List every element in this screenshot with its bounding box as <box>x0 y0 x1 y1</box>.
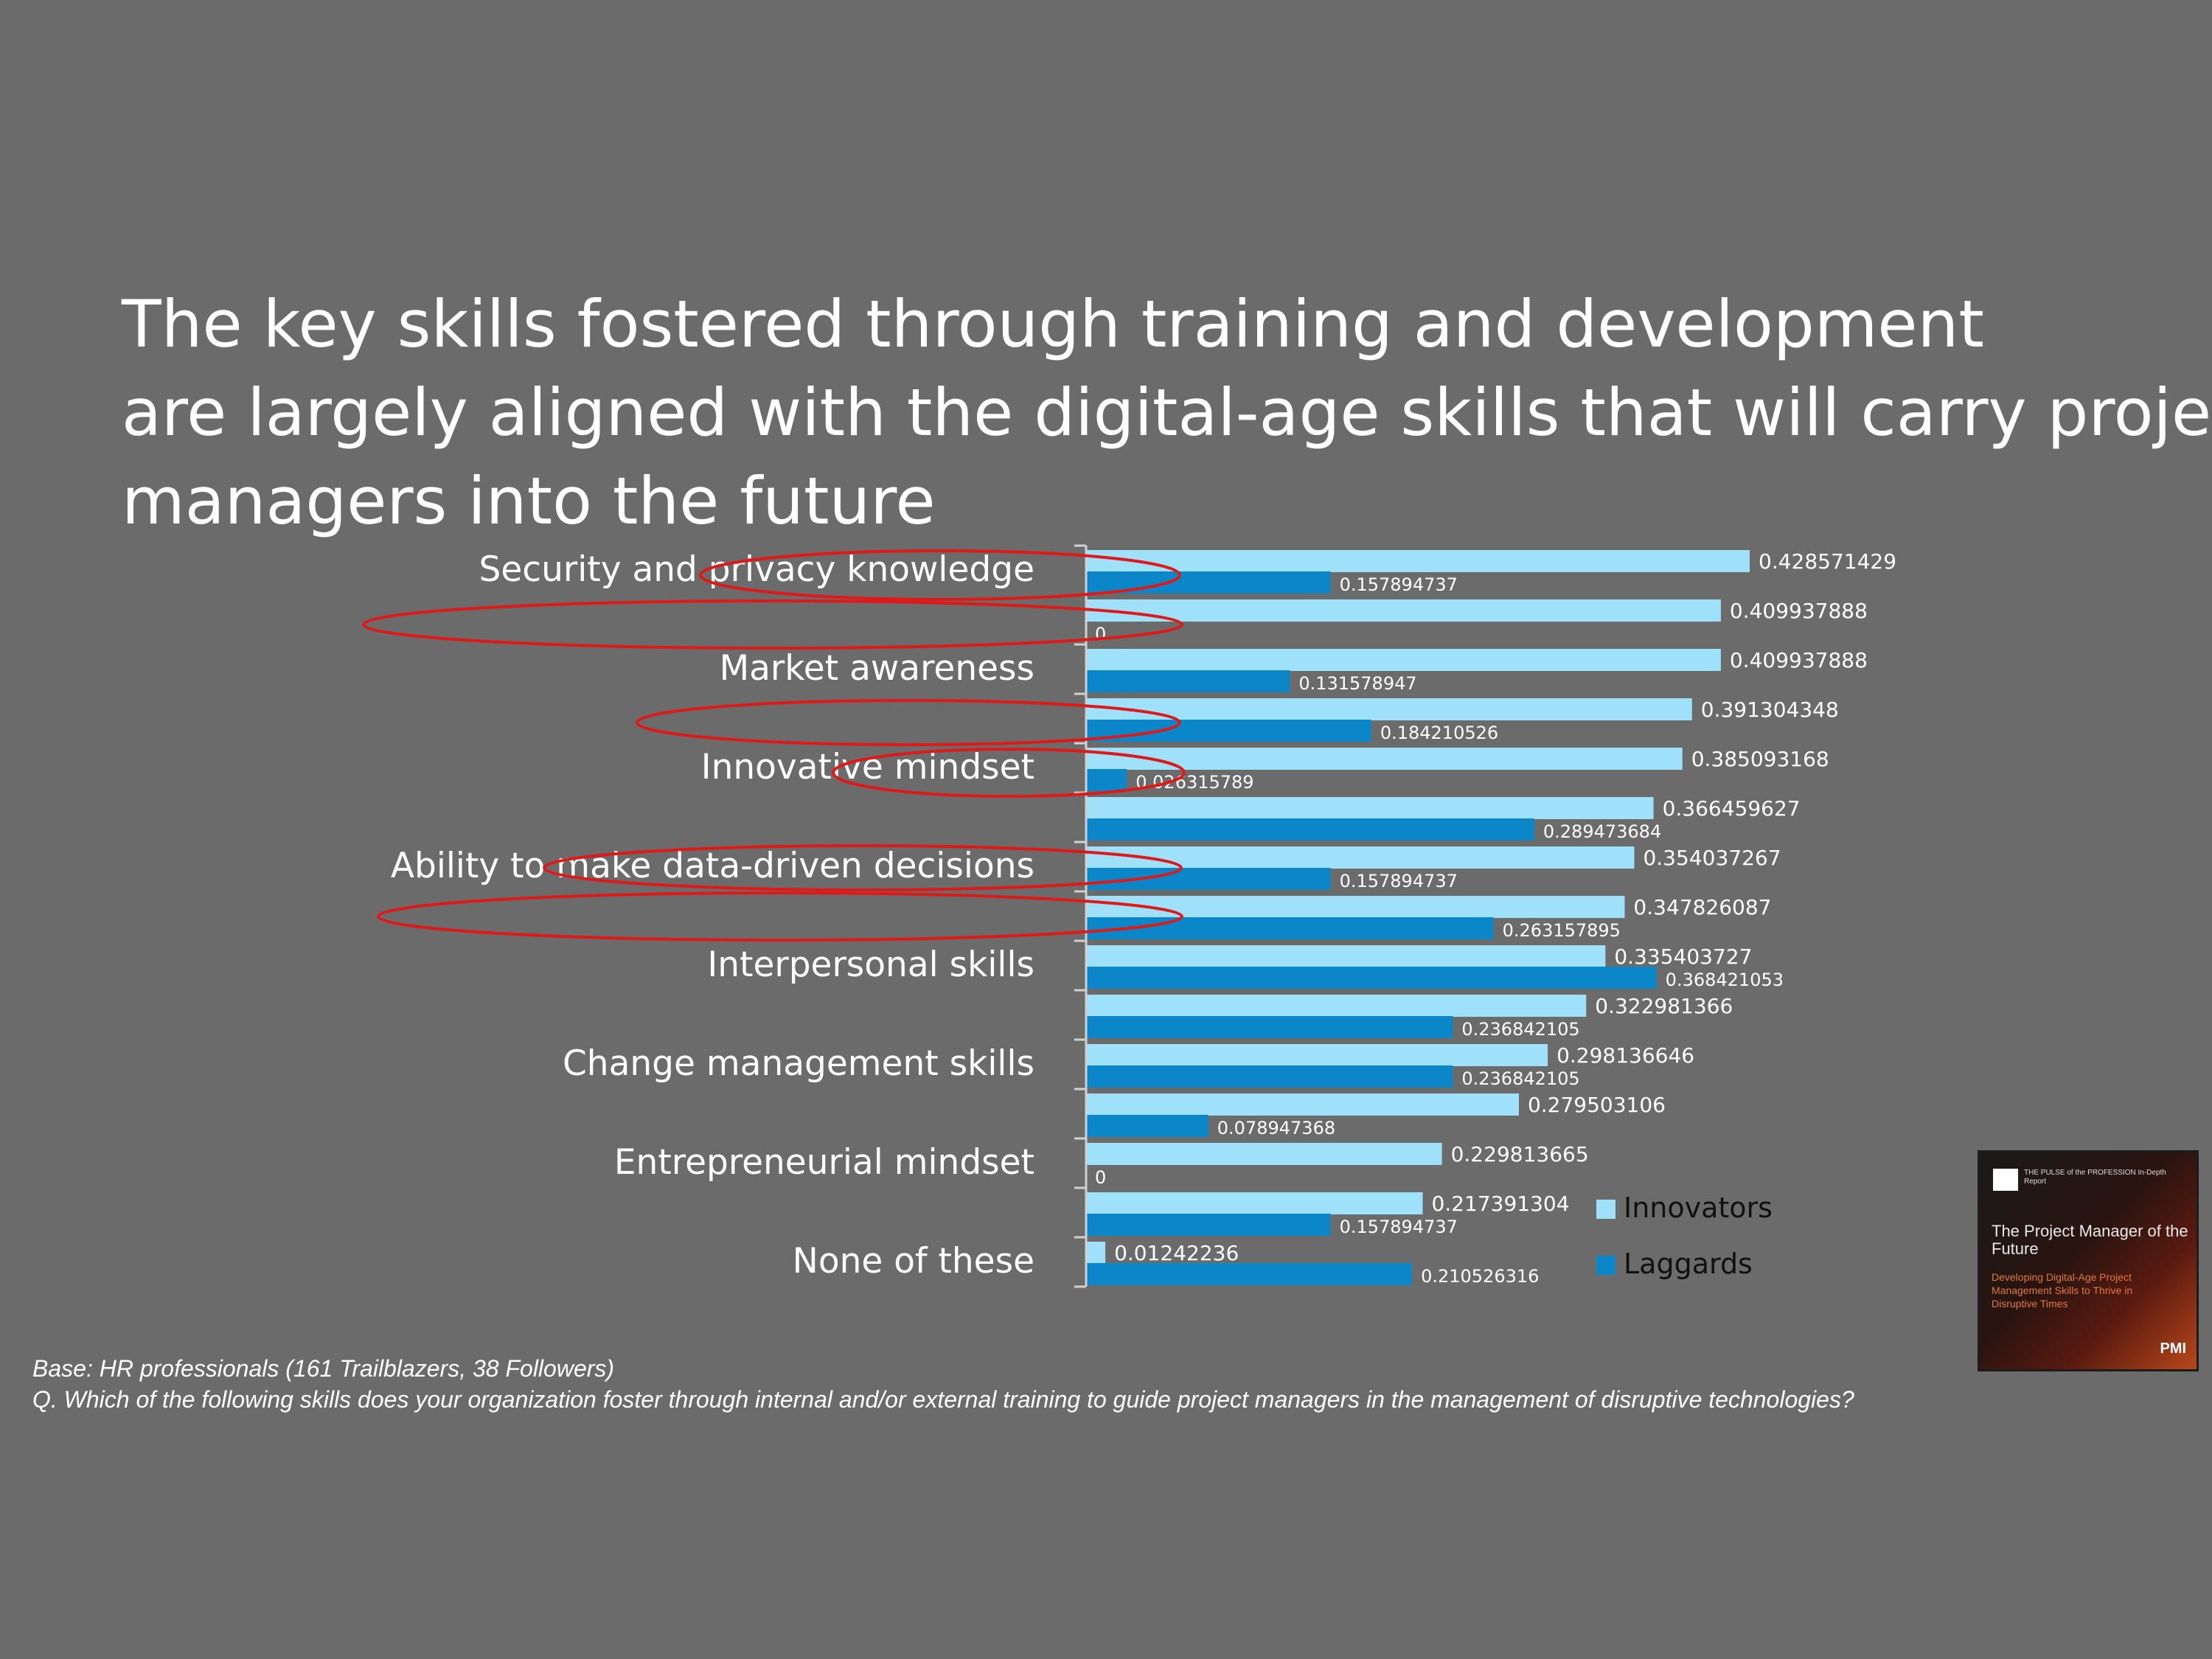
innovators-value-label: 0.354037267 <box>1643 846 1781 870</box>
category-label: None of these <box>793 1241 1034 1281</box>
laggards-value-label: 0.157894737 <box>1340 574 1458 595</box>
category-label: Ability to make data-driven decisions <box>391 846 1034 886</box>
legend-swatch-laggards <box>1596 1256 1615 1275</box>
innovators-bar <box>1086 995 1587 1017</box>
legend: Innovators Laggards <box>1596 1192 1773 1280</box>
title-line-1: The key skills fostered through training… <box>122 286 1984 362</box>
innovators-bar <box>1086 550 1750 572</box>
laggards-bar <box>1086 967 1657 989</box>
innovators-bar <box>1086 748 1683 770</box>
innovators-value-label: 0.229813665 <box>1451 1142 1589 1166</box>
innovators-value-label: 0.217391304 <box>1432 1192 1570 1216</box>
innovators-bar <box>1086 797 1654 819</box>
laggards-value-label: 0.236842105 <box>1461 1019 1579 1040</box>
category-label: Change management skills <box>563 1043 1034 1084</box>
highlight-ellipse <box>377 891 1183 942</box>
innovators-bar <box>1086 649 1721 671</box>
title-line-2: are largely aligned with the digital-age… <box>122 375 2212 451</box>
innovators-value-label: 0.322981366 <box>1595 994 1733 1018</box>
innovators-bar <box>1086 1242 1106 1264</box>
category-label: Security and privacy knowledge <box>479 549 1035 590</box>
pulse-logo-icon <box>1993 1169 2018 1191</box>
pmi-logo: PMI <box>2160 1340 2186 1357</box>
innovators-bar <box>1086 1044 1548 1066</box>
innovators-bar <box>1086 1192 1423 1214</box>
laggards-bar <box>1086 917 1494 939</box>
innovators-value-label: 0.366459627 <box>1663 796 1801 821</box>
footnote-base: Base: HR professionals (161 Trailblazers… <box>32 1355 615 1382</box>
laggards-bar <box>1086 1016 1453 1038</box>
category-label: Market awareness <box>720 648 1034 689</box>
category-axis <box>1074 544 1088 1288</box>
laggards-value-label: 0.263157895 <box>1503 920 1621 941</box>
slide-title: The key skills fostered through training… <box>122 280 2212 546</box>
report-cover-header: THE PULSE of the PROFESSION In-Depth Rep… <box>2024 1169 2166 1186</box>
laggards-value-label: 0.210526316 <box>1421 1266 1539 1287</box>
innovators-bar <box>1086 1093 1519 1116</box>
legend-label-laggards: Laggards <box>1624 1248 1753 1280</box>
category-label: Innovative mindset <box>701 747 1034 787</box>
report-cover-title: The Project Manager of the Future <box>1992 1222 2188 1258</box>
highlight-ellipse <box>362 599 1183 650</box>
laggards-value-label: 0 <box>1095 624 1106 644</box>
innovators-value-label: 0.409937888 <box>1730 648 1868 672</box>
title-line-3: managers into the future <box>122 463 936 539</box>
innovators-bar <box>1086 1143 1442 1165</box>
highlight-ellipse <box>543 844 1183 891</box>
laggards-bar <box>1086 1263 1413 1285</box>
highlight-ellipse <box>832 748 1186 798</box>
laggards-bar <box>1086 1115 1208 1137</box>
innovators-value-label: 0.279503106 <box>1528 1093 1666 1117</box>
footnote: Base: HR professionals (161 Trailblazers… <box>32 1353 1854 1415</box>
highlight-ellipses <box>362 549 1186 942</box>
innovators-value-label: 0.01242236 <box>1114 1241 1239 1265</box>
category-labels: Security and privacy knowledge Market awa… <box>391 549 1034 1281</box>
innovators-bar <box>1086 896 1625 918</box>
laggards-value-label: 0.026315789 <box>1135 772 1253 793</box>
data-labels: 0.428571429 0.157894737 0.409937888 0 0.4099… <box>1095 549 1896 1287</box>
category-label: Interpersonal skills <box>707 945 1034 985</box>
laggards-bar <box>1086 1065 1453 1088</box>
laggards-value-label: 0.131578947 <box>1298 673 1416 694</box>
innovators-value-label: 0.391304348 <box>1701 698 1839 722</box>
laggards-bar <box>1086 818 1534 841</box>
laggards-bar <box>1086 670 1290 692</box>
report-cover-thumbnail: THE PULSE of the PROFESSION In-Depth Rep… <box>1978 1150 2199 1371</box>
category-label: Entrepreneurial mindset <box>614 1142 1034 1183</box>
laggards-value-label: 0.289473684 <box>1543 821 1661 842</box>
laggards-value-label: 0.236842105 <box>1461 1068 1579 1089</box>
legend-label-innovators: Innovators <box>1624 1192 1773 1224</box>
innovators-bar <box>1086 599 1721 622</box>
innovators-value-label: 0.409937888 <box>1730 599 1868 623</box>
innovators-value-label: 0.298136646 <box>1557 1043 1694 1068</box>
innovators-bar <box>1086 698 1692 720</box>
innovators-value-label: 0.335403727 <box>1614 945 1752 969</box>
innovators-value-label: 0.347826087 <box>1633 895 1771 919</box>
report-cover-subtitle: Developing Digital-Age Project Managemen… <box>1992 1271 2133 1310</box>
laggards-bar <box>1086 720 1371 742</box>
laggards-value-label: 0.368421053 <box>1666 970 1784 990</box>
laggards-bar <box>1086 1214 1331 1236</box>
highlight-ellipse <box>636 699 1181 746</box>
footnote-question: Q. Which of the following skills does yo… <box>32 1386 1854 1413</box>
innovators-bar <box>1086 846 1635 869</box>
laggards-value-label: 0.157894737 <box>1340 871 1458 891</box>
laggards-bar <box>1086 769 1127 791</box>
laggards-value-label: 0 <box>1095 1167 1106 1188</box>
laggards-bar <box>1086 868 1331 890</box>
innovators-bar <box>1086 945 1606 967</box>
highlight-ellipse <box>699 549 1181 601</box>
laggards-value-label: 0.184210526 <box>1380 723 1498 743</box>
legend-swatch-innovators <box>1596 1200 1615 1219</box>
innovators-value-label: 0.385093168 <box>1691 747 1829 771</box>
laggards-value-label: 0.078947368 <box>1217 1118 1335 1138</box>
laggards-value-label: 0.157894737 <box>1340 1217 1458 1237</box>
innovators-value-label: 0.428571429 <box>1759 549 1896 574</box>
bars <box>1086 550 1750 1285</box>
